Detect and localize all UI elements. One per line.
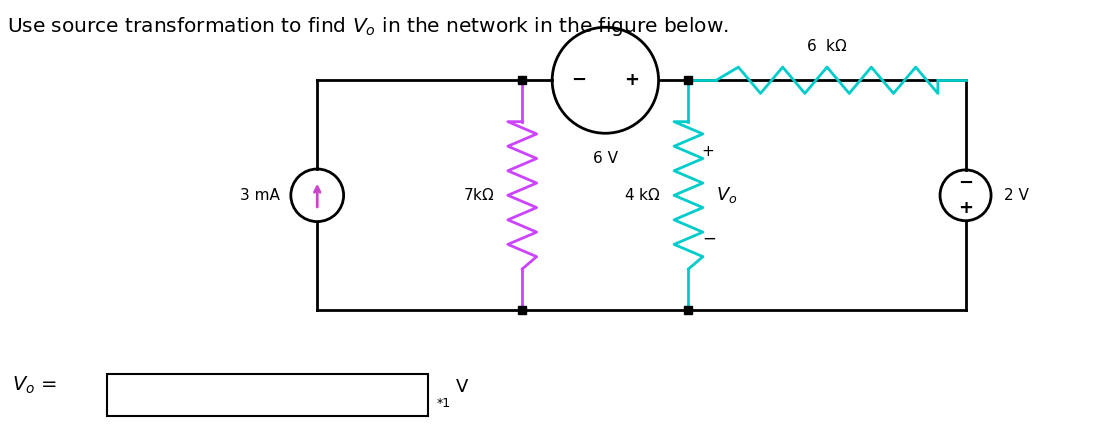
- Text: 2 V: 2 V: [1004, 188, 1029, 203]
- Text: 3 mA: 3 mA: [240, 188, 280, 203]
- Text: Use source transformation to find $V_o$ in the network in the figure below.: Use source transformation to find $V_o$ …: [7, 15, 729, 37]
- Text: +: +: [702, 144, 714, 159]
- Text: −: −: [958, 174, 973, 191]
- Text: *1: *1: [437, 397, 451, 410]
- Text: 7k$\Omega$: 7k$\Omega$: [463, 187, 494, 203]
- Text: 4 k$\Omega$: 4 k$\Omega$: [624, 187, 661, 203]
- Text: $V_o$ =: $V_o$ =: [12, 374, 58, 396]
- Text: 6 V: 6 V: [593, 151, 618, 166]
- FancyBboxPatch shape: [107, 374, 428, 415]
- Text: +: +: [958, 199, 973, 217]
- Text: +: +: [624, 71, 640, 89]
- Text: −: −: [702, 230, 715, 248]
- Text: $V_o$: $V_o$: [717, 185, 738, 206]
- Text: −: −: [571, 71, 587, 89]
- Text: 6  k$\Omega$: 6 k$\Omega$: [807, 38, 848, 54]
- Text: V: V: [456, 378, 468, 396]
